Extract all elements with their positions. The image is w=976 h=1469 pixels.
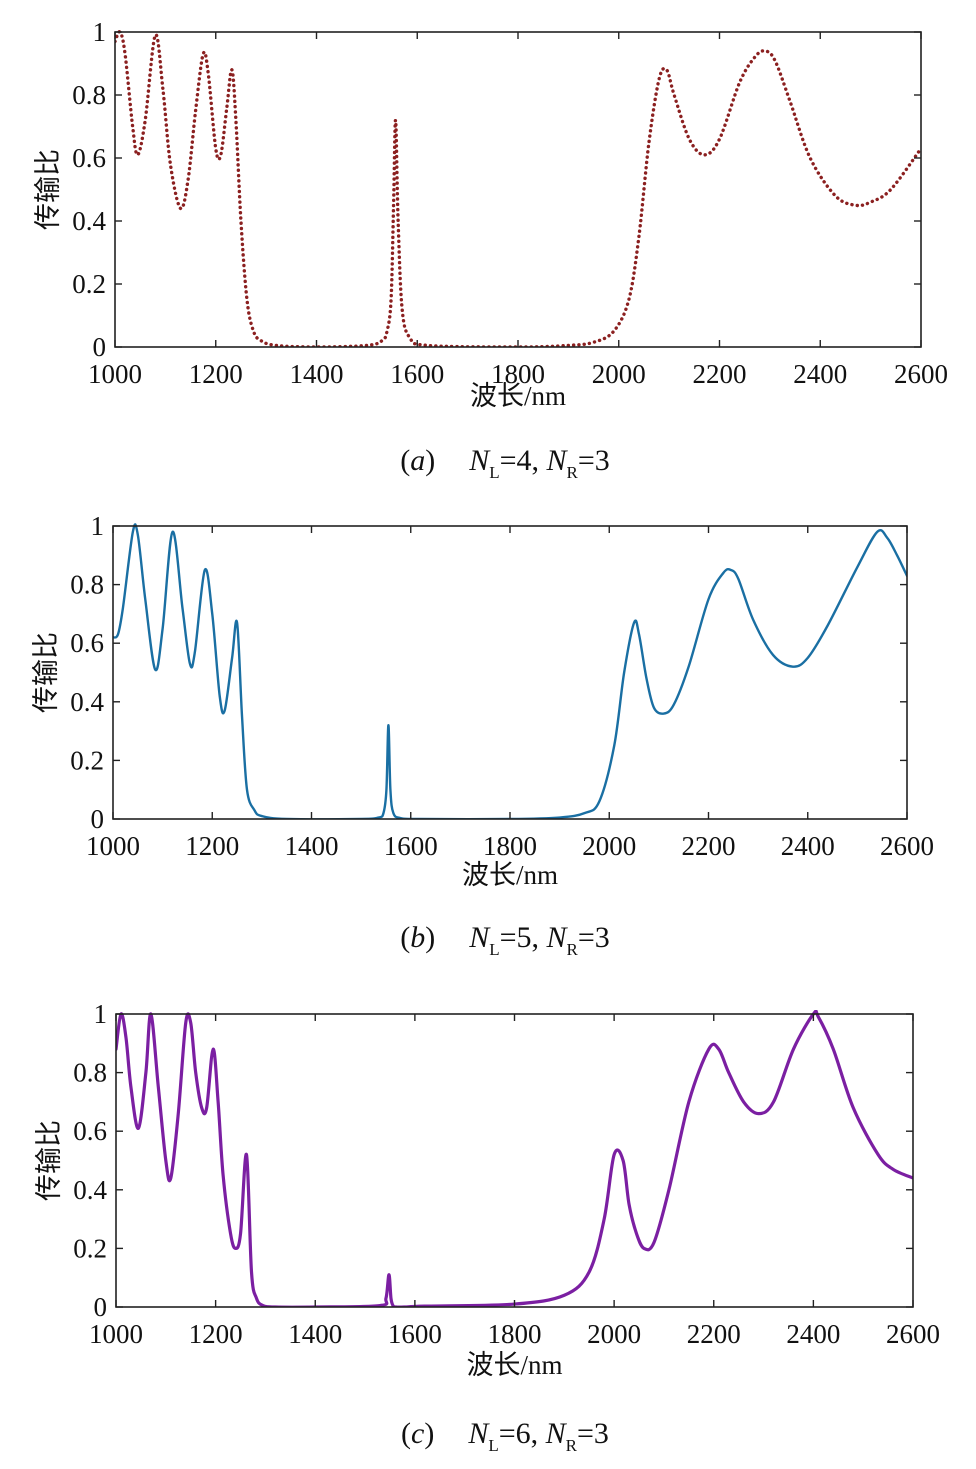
caption-paren: ( bbox=[400, 921, 410, 954]
y-tick-label: 1 bbox=[91, 511, 105, 541]
y-tick-label: 1 bbox=[94, 999, 108, 1029]
caption-expr-part: =5, bbox=[500, 921, 547, 954]
x-tick-label: 1600 bbox=[388, 1319, 442, 1349]
x-tick-label: 1400 bbox=[285, 831, 339, 861]
axes-frame bbox=[112, 525, 908, 820]
x-tick-label: 1800 bbox=[483, 831, 537, 861]
axes-frame bbox=[115, 1013, 914, 1308]
caption-paren: ) bbox=[425, 921, 435, 954]
axes-frame bbox=[114, 31, 922, 348]
y-tick-label: 0.8 bbox=[73, 1058, 107, 1088]
y-tick-label: 1 bbox=[93, 17, 107, 47]
chart-panel-2: 1000 1200 1400 1600 1800 2000 2200 2400 2600 0 0.2… bbox=[31, 511, 934, 959]
caption-paren: ( bbox=[401, 1417, 411, 1450]
caption-expr-part: L bbox=[489, 463, 499, 482]
y-tick-label: 0.6 bbox=[70, 628, 104, 658]
y-tick-label: 0.6 bbox=[72, 143, 106, 173]
caption-expr-part: =3 bbox=[577, 1417, 609, 1450]
y-axis-label: 传输比 bbox=[31, 632, 61, 713]
caption-expr-part: =4, bbox=[500, 444, 547, 477]
caption-letter: c bbox=[411, 1417, 424, 1450]
caption-letter: b bbox=[410, 921, 425, 954]
caption-expr-part: =6, bbox=[499, 1417, 546, 1450]
x-axis-label: 波长/nm bbox=[466, 1350, 562, 1380]
x-tick-label: 1200 bbox=[185, 831, 239, 861]
caption-expr-part: R bbox=[566, 1436, 578, 1455]
subfigure-caption: (b) NL=5, NR=3 bbox=[400, 921, 610, 959]
x-tick-label: 1400 bbox=[288, 1319, 342, 1349]
caption-expr-part: =3 bbox=[578, 444, 610, 477]
x-axis-label: 波长/nm bbox=[470, 381, 566, 411]
y-tick-label: 0.4 bbox=[73, 1175, 107, 1205]
y-tick-label: 0.8 bbox=[72, 80, 106, 110]
subfigure-caption: (c) NL=6, NR=3 bbox=[401, 1417, 609, 1455]
x-tick-label: 2000 bbox=[582, 831, 636, 861]
y-axis-label: 传输比 bbox=[33, 149, 63, 230]
x-tick-label: 1200 bbox=[189, 359, 243, 389]
series-line bbox=[113, 523, 907, 819]
caption-expr-part: N bbox=[468, 921, 491, 954]
y-tick-label: 0.2 bbox=[72, 269, 106, 299]
x-tick-label: 2400 bbox=[793, 359, 847, 389]
x-tick-label: 1200 bbox=[189, 1319, 243, 1349]
caption-expr-part: R bbox=[567, 940, 579, 959]
caption-letter: a bbox=[410, 444, 425, 477]
series-line bbox=[116, 1010, 913, 1307]
caption-expr-part: L bbox=[489, 940, 499, 959]
y-tick-label: 0.8 bbox=[70, 570, 104, 600]
series-line bbox=[115, 30, 921, 347]
chart-panel-3: 1000 1200 1400 1600 1800 2000 2200 2400 2600 0 0.2… bbox=[34, 999, 940, 1455]
y-axis-label: 传输比 bbox=[34, 1120, 64, 1201]
x-tick-label: 2200 bbox=[682, 831, 736, 861]
caption-paren: ) bbox=[425, 444, 435, 477]
caption-expr-part: N bbox=[546, 921, 569, 954]
caption-paren: ( bbox=[400, 444, 410, 477]
caption-expr-part: N bbox=[545, 1417, 568, 1450]
caption-expr-part: R bbox=[567, 463, 579, 482]
x-tick-label: 2600 bbox=[894, 359, 948, 389]
x-tick-label: 1000 bbox=[88, 359, 142, 389]
x-tick-label: 2000 bbox=[587, 1319, 641, 1349]
x-tick-label: 2400 bbox=[786, 1319, 840, 1349]
caption-expr-part: N bbox=[468, 444, 491, 477]
x-tick-label: 1000 bbox=[86, 831, 140, 861]
caption-paren: ) bbox=[424, 1417, 434, 1450]
y-tick-label: 0 bbox=[94, 1292, 108, 1322]
y-tick-label: 0.4 bbox=[70, 687, 104, 717]
chart-panel-1: 1000 1200 1400 1600 1800 2000 2200 2400 2600 0 0.2… bbox=[33, 17, 948, 482]
y-tick-label: 0.2 bbox=[73, 1233, 107, 1263]
x-tick-label: 1800 bbox=[491, 359, 545, 389]
x-tick-label: 2000 bbox=[592, 359, 646, 389]
x-tick-label: 2200 bbox=[693, 359, 747, 389]
x-axis-label: 波长/nm bbox=[462, 860, 558, 890]
x-tick-label: 1400 bbox=[290, 359, 344, 389]
x-tick-label: 2600 bbox=[886, 1319, 940, 1349]
y-tick-label: 0 bbox=[93, 332, 107, 362]
y-tick-label: 0 bbox=[91, 804, 105, 834]
x-tick-label: 2600 bbox=[880, 831, 934, 861]
x-tick-label: 2200 bbox=[687, 1319, 741, 1349]
y-tick-label: 0.4 bbox=[72, 206, 106, 236]
x-tick-label: 1600 bbox=[384, 831, 438, 861]
caption-expr-part: L bbox=[488, 1436, 498, 1455]
x-tick-label: 1800 bbox=[488, 1319, 542, 1349]
x-tick-label: 1000 bbox=[89, 1319, 143, 1349]
subfigure-caption: (a) NL=4, NR=3 bbox=[400, 444, 610, 482]
y-tick-label: 0.2 bbox=[70, 745, 104, 775]
caption-expr-part: N bbox=[546, 444, 569, 477]
x-tick-label: 2400 bbox=[781, 831, 835, 861]
y-tick-label: 0.6 bbox=[73, 1116, 107, 1146]
x-tick-label: 1600 bbox=[390, 359, 444, 389]
caption-expr-part: =3 bbox=[578, 921, 610, 954]
caption-expr-part: N bbox=[467, 1417, 490, 1450]
